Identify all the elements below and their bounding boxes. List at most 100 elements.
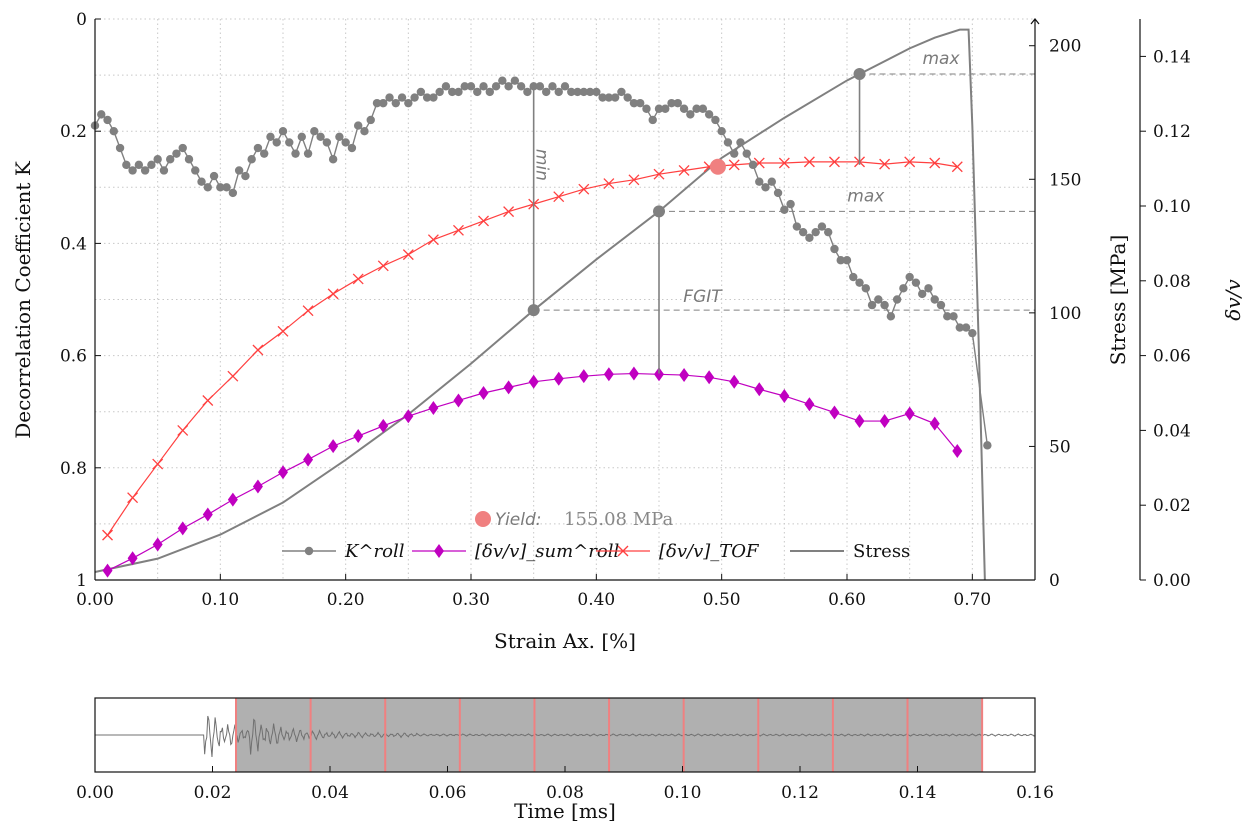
k-point — [159, 166, 169, 175]
tof-marker-b — [578, 183, 590, 195]
k-point — [642, 104, 651, 113]
sum-point — [102, 563, 113, 578]
k-point — [961, 323, 971, 332]
k-point — [184, 155, 194, 164]
k-point — [535, 82, 545, 91]
k-point — [936, 300, 946, 310]
k-point — [692, 104, 701, 113]
k-point — [817, 222, 827, 231]
tof-point — [553, 191, 565, 203]
k-point — [354, 121, 363, 130]
k-point — [905, 272, 914, 282]
time-tick-label: 0.12 — [781, 783, 819, 803]
k-point — [416, 87, 426, 97]
k-point — [698, 104, 708, 113]
k-point — [780, 205, 789, 214]
legend-k-label: K^roll — [344, 541, 405, 562]
k-point — [943, 312, 952, 321]
stress-line — [94, 28, 986, 581]
k-point — [773, 188, 783, 198]
y-right-label-text: Stress [MPa] — [1106, 235, 1130, 366]
k-point — [798, 227, 808, 237]
sum-point — [829, 405, 840, 420]
k-point — [811, 227, 820, 237]
sum-point — [754, 382, 765, 397]
k-point — [485, 87, 494, 97]
tof-marker-b — [728, 159, 740, 171]
legend-item-k: K^roll — [282, 541, 405, 562]
k-point — [360, 127, 369, 136]
y-left-label-text: Decorrelation Coefficient K — [11, 160, 35, 439]
k-point — [172, 149, 181, 158]
sum-point — [503, 380, 514, 395]
k-point — [830, 244, 839, 254]
sum-point — [929, 416, 940, 431]
k-point — [422, 93, 432, 102]
tof-point — [778, 157, 790, 169]
sum-point — [252, 479, 263, 494]
k-point — [510, 76, 520, 85]
k-point — [849, 272, 858, 282]
tof-marker-b — [327, 288, 339, 300]
k-point — [736, 138, 745, 147]
tof-marker-b — [277, 325, 289, 337]
y-right-tick-label: 50 — [1049, 437, 1071, 457]
y-left-tick-label: 0.4 — [60, 234, 87, 254]
tof-point — [879, 158, 891, 170]
tof-marker-b — [177, 424, 189, 436]
sum-point — [704, 370, 715, 385]
k-point — [592, 87, 601, 97]
y-left-axis-label: Decorrelation Coefficient K — [11, 160, 35, 439]
k-point — [711, 115, 720, 125]
tof-point — [377, 260, 389, 272]
k-point — [874, 295, 883, 304]
k-point — [573, 87, 582, 97]
k-point — [955, 323, 964, 332]
sum-point — [378, 418, 389, 433]
legend-yield-label: Yield: — [495, 510, 542, 530]
k-point — [379, 98, 388, 108]
k-point — [899, 284, 908, 293]
k-point — [473, 87, 482, 97]
k-point — [629, 98, 639, 108]
tof-marker-b — [252, 344, 264, 356]
y-left-tick-label: 0.2 — [60, 122, 87, 142]
k-point — [372, 98, 382, 108]
k-point — [466, 82, 476, 91]
y-right-tick-label: 100 — [1049, 304, 1081, 324]
y-right2-tick-label: 0.08 — [1153, 272, 1191, 292]
k-point — [441, 82, 451, 91]
x-tick-label: 0.70 — [953, 590, 991, 610]
time-tick-label: 0.10 — [664, 783, 702, 803]
k-point — [824, 227, 833, 237]
y-right-tick-label: 150 — [1049, 170, 1081, 190]
legend-item-tof: [δv/v]_TOF — [596, 541, 760, 562]
tof-point — [127, 492, 139, 504]
y-right2-tick-label: 0.02 — [1153, 496, 1191, 516]
sum-point — [127, 551, 138, 566]
tof-marker-b — [202, 395, 214, 406]
k-point — [222, 183, 231, 192]
x-tick-label: 0.60 — [828, 590, 866, 610]
tof-point — [327, 288, 339, 300]
k-point — [391, 98, 400, 108]
sum-point — [952, 443, 963, 458]
k-point — [397, 93, 407, 102]
k-point — [918, 289, 927, 299]
k-point — [686, 110, 695, 119]
x-tick-label: 0.00 — [76, 590, 114, 610]
k-point — [328, 155, 338, 164]
sum-point — [278, 465, 288, 480]
k-point — [103, 115, 112, 125]
tof-marker-b — [503, 206, 515, 218]
k-series — [90, 76, 992, 450]
k-point — [523, 87, 532, 97]
y-right2-tick-label: 0.04 — [1153, 421, 1191, 441]
sum-point — [904, 406, 915, 421]
k-point — [241, 171, 250, 181]
x-axis-label: Strain Ax. [%] — [494, 629, 636, 653]
sum-point — [227, 492, 238, 507]
k-point — [836, 256, 845, 265]
tof-marker-b — [603, 178, 615, 190]
